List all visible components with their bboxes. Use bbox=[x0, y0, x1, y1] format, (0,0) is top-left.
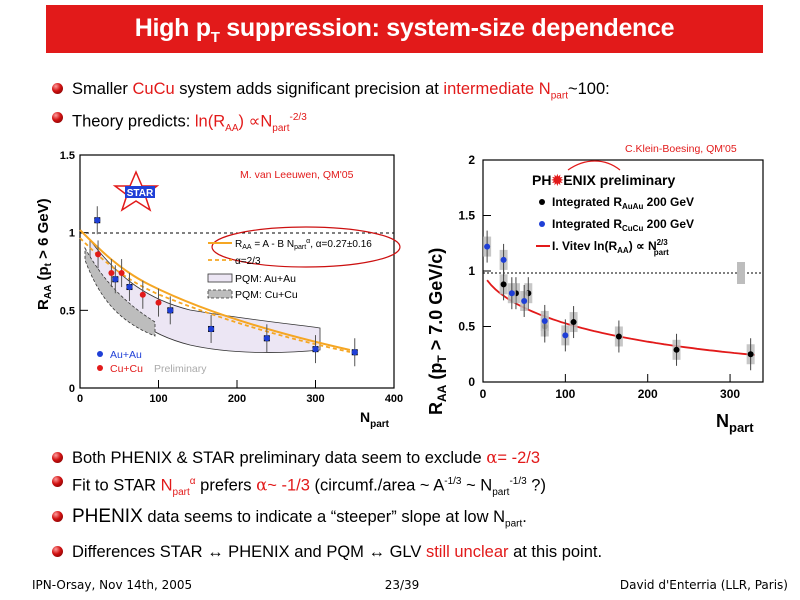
left-ytick-label: 1 bbox=[69, 228, 75, 240]
star-logo: STAR bbox=[112, 170, 160, 212]
left-xtick-label: 400 bbox=[385, 393, 403, 405]
legend-cucu-marker bbox=[97, 365, 103, 371]
fit-legend-highlight bbox=[211, 226, 401, 268]
bullet-differences: Differences STAR ↔ PHENIX and PQM ↔ GLV … bbox=[52, 541, 602, 563]
left-x-axis-label: Npart bbox=[360, 409, 390, 430]
star-logo-text: STAR bbox=[127, 188, 154, 199]
right-x-axis-label: Npart bbox=[716, 411, 754, 435]
bullet-dot-icon bbox=[52, 546, 63, 558]
phenix-cucu-point bbox=[541, 317, 548, 324]
phenix-cucu-point bbox=[484, 243, 491, 250]
cucu-marker bbox=[155, 299, 162, 306]
normalization-box bbox=[737, 262, 745, 284]
auau-marker bbox=[112, 276, 119, 283]
phenix-cucu-point bbox=[508, 290, 515, 297]
phenix-cucu-point bbox=[521, 297, 528, 304]
slide-title: High pT suppression: system-size depende… bbox=[46, 5, 763, 53]
auau-marker bbox=[126, 284, 133, 291]
phenix-auau-point bbox=[500, 281, 507, 288]
legend-cucu-dot bbox=[539, 221, 545, 227]
legend-auau: Au+Au bbox=[110, 349, 142, 361]
fit-curve-alpha-23 bbox=[79, 237, 351, 353]
bottom-bullet-list: Both PHENIX & STAR preliminary data seem… bbox=[52, 447, 602, 563]
right-xtick-label: 200 bbox=[638, 387, 658, 401]
cucu-marker bbox=[118, 270, 125, 277]
right-y-axis-label: RAA (pT > 7.0 GeV/c) bbox=[426, 248, 449, 415]
bullet-theory-predicts: Theory predicts: ln(RAA) ∝Npart-2/3 bbox=[52, 107, 610, 140]
legend-integrated-auau: Integrated RAuAu 200 GeV bbox=[552, 195, 694, 211]
phenix-raa-chart: 0 0.5 1 1.5 2 0 100 200 300 C.Klein-Boesing, QM… bbox=[420, 140, 780, 440]
phenix-logo-text: PH✹ENIX preliminary bbox=[532, 172, 675, 188]
legend-preliminary: Preliminary bbox=[154, 363, 207, 375]
footer-author: David d'Enterria (LLR, Paris) bbox=[619, 578, 788, 592]
bullet-dot-icon bbox=[52, 452, 63, 463]
bullet-phenix-steeper: PHENIX data seems to indicate a “steeper… bbox=[52, 506, 602, 535]
fit-curve-alpha-027 bbox=[79, 229, 351, 351]
cucu-marker bbox=[108, 270, 115, 277]
phenix-auau-point bbox=[570, 319, 577, 326]
cucu-marker bbox=[95, 251, 102, 258]
legend-pqm-cucu: PQM: Cu+Cu bbox=[235, 289, 298, 301]
auau-marker bbox=[312, 346, 319, 353]
legend-alpha-text: α=2/3 bbox=[235, 256, 261, 267]
legend-pqm-auau: PQM: Au+Au bbox=[235, 273, 296, 285]
legend-cucu: Cu+Cu bbox=[110, 363, 143, 375]
auau-marker bbox=[94, 217, 101, 224]
left-ytick-label: 0 bbox=[69, 383, 75, 395]
legend-auau-marker bbox=[97, 351, 103, 357]
right-ytick-label: 0.5 bbox=[458, 320, 475, 334]
left-xtick-label: 100 bbox=[149, 393, 167, 405]
legend-integrated-cucu: Integrated RCuCu 200 GeV bbox=[552, 217, 694, 233]
legend-vitev: I. Vitev ln(RAA) ∝ N2/3 part bbox=[552, 238, 669, 257]
bullet-dot-icon bbox=[52, 112, 63, 124]
right-credit: C.Klein-Boesing, QM'05 bbox=[625, 143, 737, 155]
right-xtick-label: 0 bbox=[480, 387, 487, 401]
phenix-logo: PH✹ENIX preliminary bbox=[532, 160, 675, 188]
legend-auau-dot bbox=[539, 199, 545, 205]
cucu-marker bbox=[139, 291, 146, 298]
auau-marker bbox=[351, 349, 358, 356]
legend-pqm-auau-swatch bbox=[207, 273, 233, 283]
phenix-cucu-point bbox=[500, 256, 507, 263]
bullet-dot-icon bbox=[52, 510, 63, 522]
right-ytick-label: 2 bbox=[468, 153, 475, 167]
bullet-cucu-precision: Smaller CuCu system adds significant pre… bbox=[52, 78, 610, 107]
left-ytick-label: 1.5 bbox=[60, 150, 75, 162]
phenix-auau-point bbox=[747, 351, 754, 358]
right-ytick-label: 1.5 bbox=[458, 209, 475, 223]
right-xtick-label: 100 bbox=[555, 387, 575, 401]
phenix-auau-point bbox=[615, 333, 622, 340]
left-xtick-label: 0 bbox=[77, 393, 83, 405]
left-y-axis-label: RAA (pt > 6 GeV) bbox=[35, 198, 54, 310]
phenix-auau-point bbox=[673, 346, 680, 353]
phenix-cucu-point bbox=[562, 332, 569, 339]
auau-marker bbox=[167, 307, 174, 314]
legend-fit-text: RAA = A - B Npartα, α=0.27±0.16 bbox=[235, 238, 372, 251]
pqm-cucu-band bbox=[84, 246, 156, 337]
auau-marker bbox=[208, 325, 215, 332]
right-ytick-label: 1 bbox=[468, 264, 475, 278]
right-xtick-label: 300 bbox=[720, 387, 740, 401]
right-ytick-label: 0 bbox=[468, 375, 475, 389]
star-raa-chart: 0 0.5 1 1.5 0 100 200 300 400 M. van Leeuwen, Q… bbox=[30, 140, 420, 440]
bullet-exclude-alpha: Both PHENIX & STAR preliminary data seem… bbox=[52, 447, 602, 469]
top-bullet-list: Smaller CuCu system adds significant pre… bbox=[52, 78, 610, 140]
left-xtick-label: 200 bbox=[228, 393, 246, 405]
legend-pqm-cucu-swatch bbox=[207, 289, 233, 299]
bullet-dot-icon bbox=[52, 476, 63, 487]
footer-venue: IPN-Orsay, Nov 14th, 2005 bbox=[32, 578, 193, 592]
left-credit: M. van Leeuwen, QM'05 bbox=[240, 169, 354, 181]
bullet-dot-icon bbox=[52, 83, 63, 94]
auau-marker bbox=[263, 335, 270, 342]
bullet-star-fit: Fit to STAR Npartα prefers α~ -1/3 (circ… bbox=[52, 471, 602, 504]
left-ytick-label: 0.5 bbox=[60, 305, 75, 317]
footer-page-number: 23/39 bbox=[384, 578, 420, 592]
left-xtick-label: 300 bbox=[306, 393, 324, 405]
